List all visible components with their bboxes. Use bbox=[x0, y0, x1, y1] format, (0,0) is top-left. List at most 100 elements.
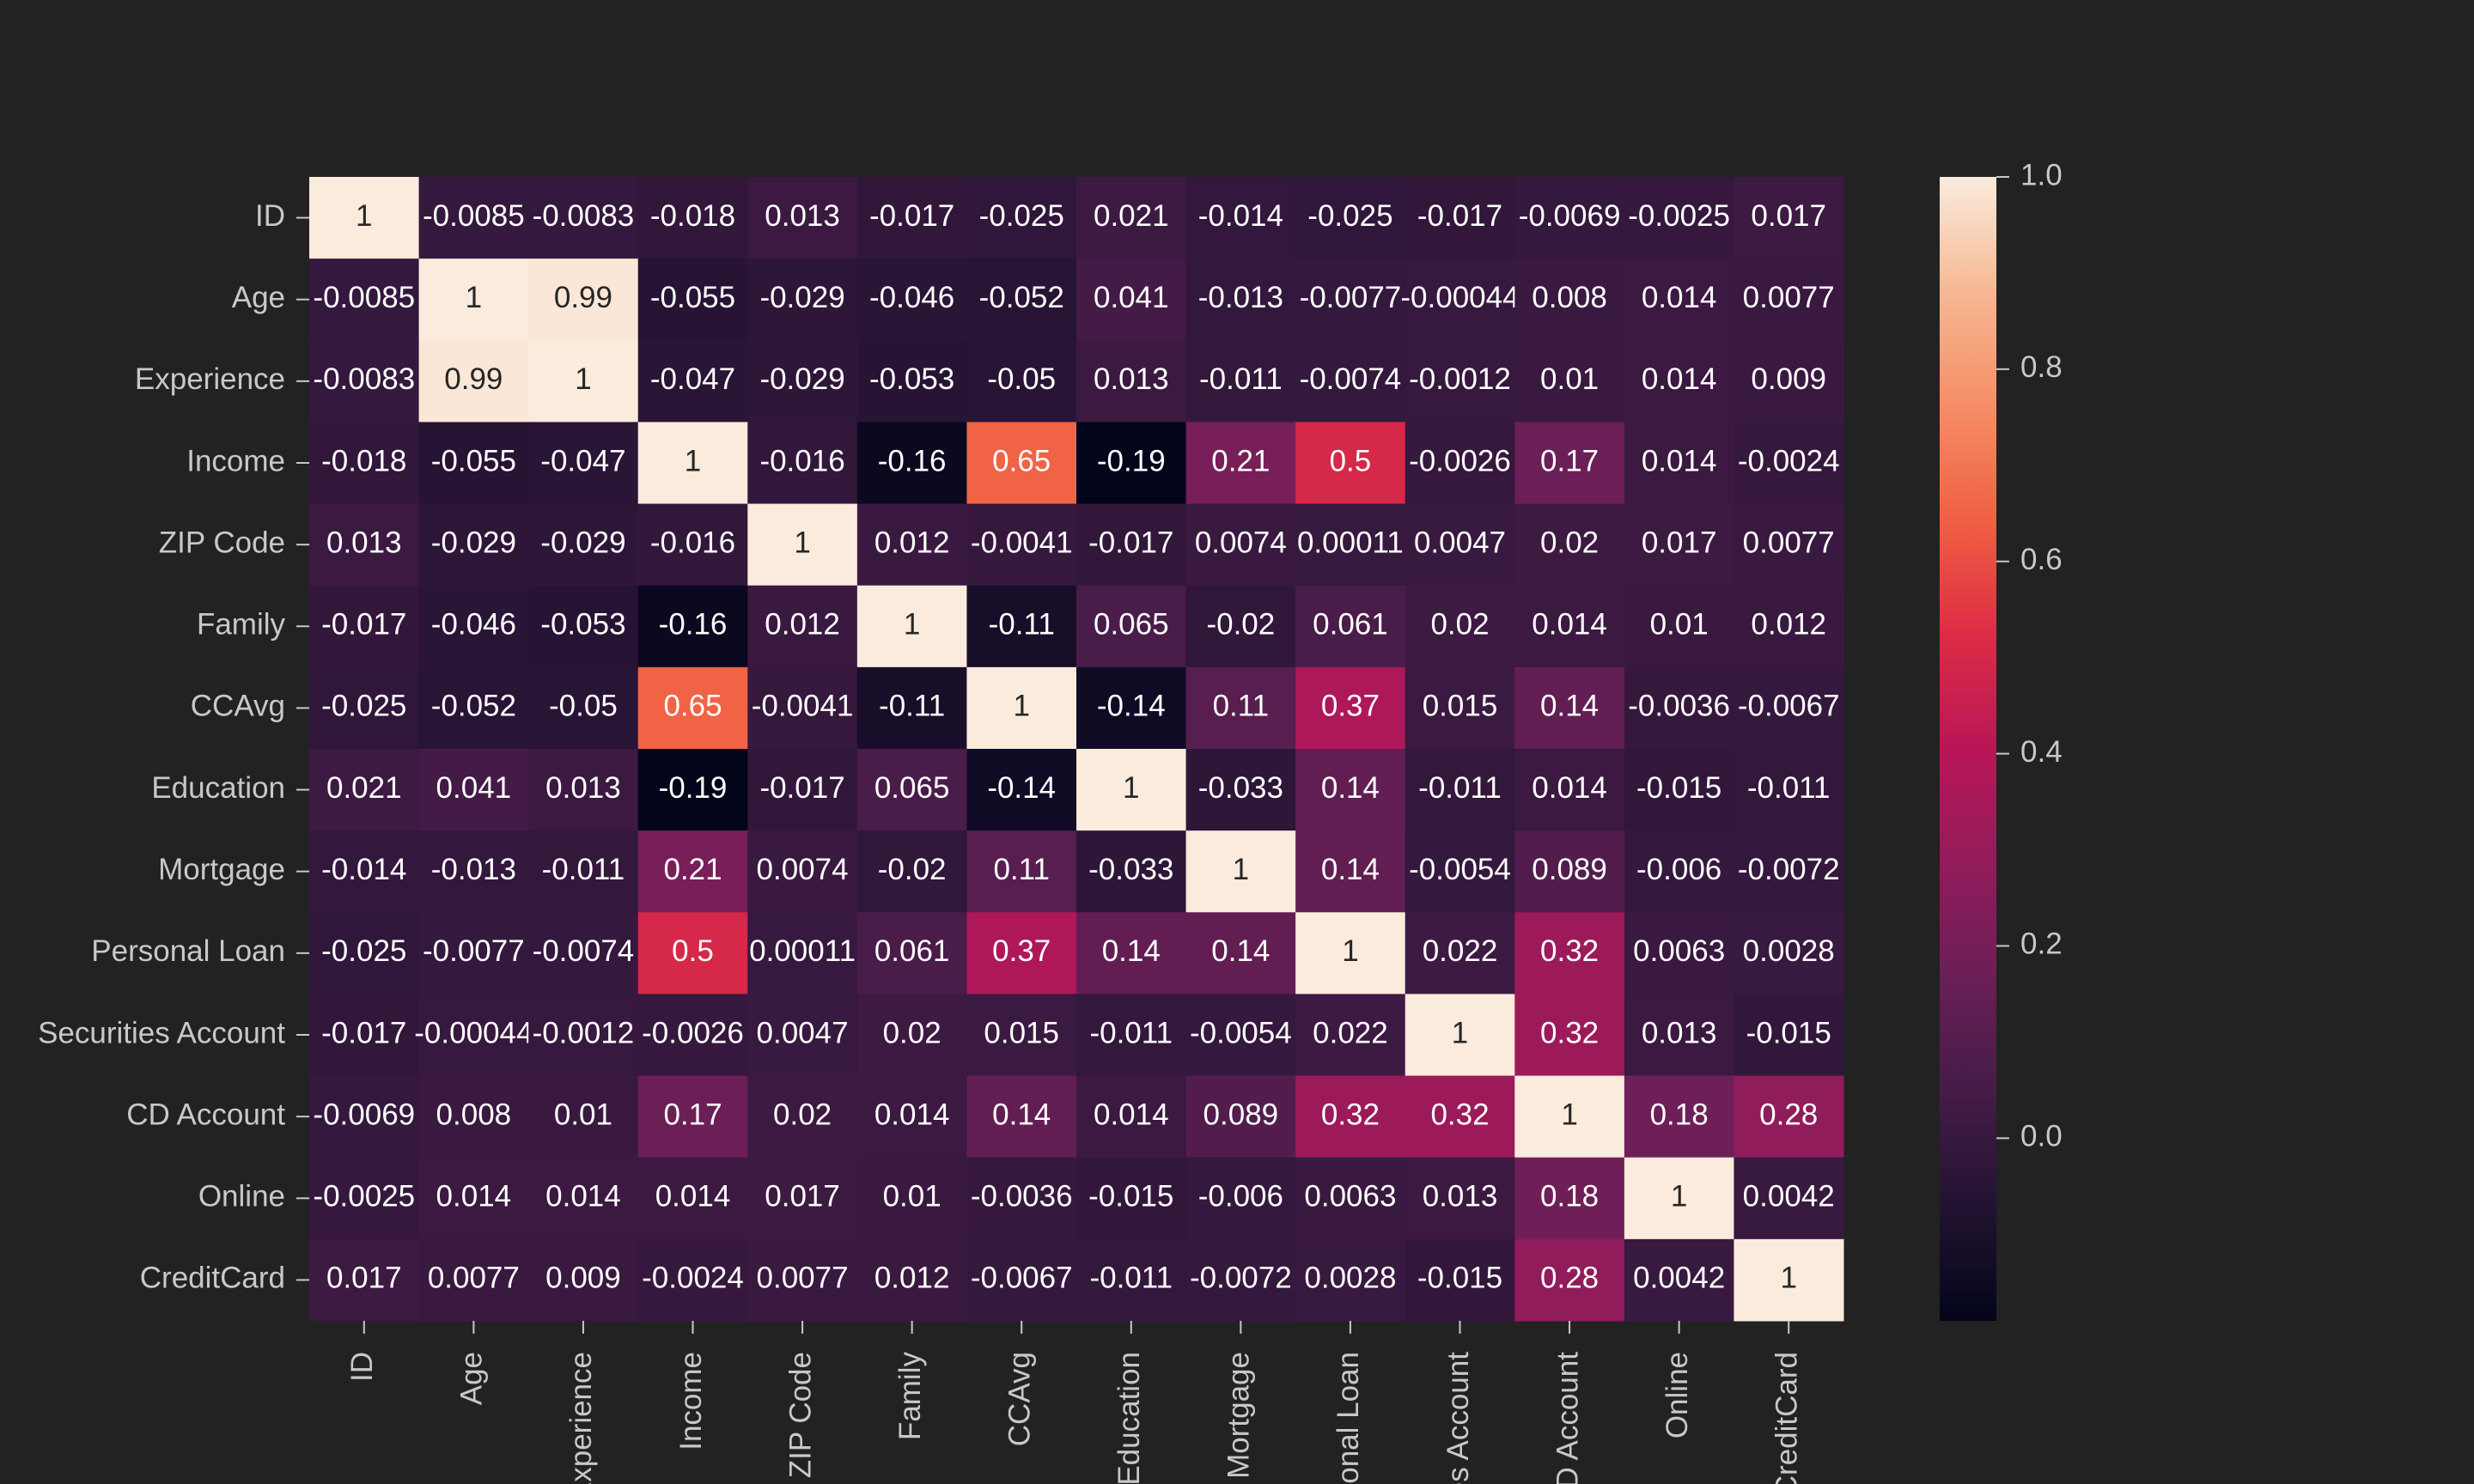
heatmap-cell bbox=[856, 1157, 967, 1240]
cell-label: 0.37 bbox=[1321, 690, 1380, 723]
heatmap-cell bbox=[1295, 830, 1406, 913]
cell-label: 0.0028 bbox=[1743, 934, 1835, 968]
cell-label: 0.11 bbox=[993, 853, 1050, 886]
heatmap-cell bbox=[637, 503, 748, 587]
cell-label: 0.089 bbox=[1203, 1098, 1279, 1131]
cell-label: 0.012 bbox=[874, 526, 950, 559]
colorbar-tick-label: 0.6 bbox=[2020, 543, 2063, 576]
cell-label: -0.011 bbox=[1089, 1016, 1173, 1049]
heatmap-cell bbox=[637, 912, 748, 994]
heatmap-cell bbox=[1185, 1157, 1296, 1240]
y-tick-label: CreditCard bbox=[140, 1262, 285, 1295]
heatmap-cell bbox=[528, 1075, 639, 1159]
heatmap-cell bbox=[1405, 749, 1515, 831]
heatmap-cell bbox=[856, 177, 967, 259]
heatmap-cell bbox=[528, 912, 639, 994]
heatmap-cell bbox=[1624, 749, 1734, 831]
heatmap-cell bbox=[1405, 830, 1515, 913]
cell-label: 0.14 bbox=[1540, 690, 1599, 723]
cell-label: 0.01 bbox=[1650, 608, 1709, 642]
cell-label: -0.033 bbox=[1088, 853, 1173, 886]
cell-label: -0.0072 bbox=[1738, 853, 1840, 886]
cell-label: -0.0085 bbox=[313, 281, 415, 314]
cell-label: -0.0036 bbox=[1628, 690, 1730, 723]
cell-label: 1 bbox=[1233, 853, 1249, 886]
heatmap-cell bbox=[1514, 994, 1625, 1077]
heatmap-cell bbox=[1405, 177, 1515, 259]
cell-label: 0.061 bbox=[1313, 608, 1388, 642]
heatmap-cell bbox=[528, 340, 639, 423]
y-tick-label: Family bbox=[197, 608, 286, 642]
x-tick-label: Income bbox=[674, 1352, 708, 1451]
heatmap-cell bbox=[309, 749, 420, 831]
heatmap-cell bbox=[856, 503, 967, 587]
cell-label: -0.05 bbox=[987, 362, 1056, 396]
heatmap-cell bbox=[1734, 1238, 1844, 1322]
cell-label: -0.16 bbox=[659, 608, 728, 642]
cell-label: 0.32 bbox=[1540, 934, 1599, 968]
heatmap-cell bbox=[1076, 830, 1187, 913]
heatmap-cell bbox=[1185, 912, 1296, 994]
heatmap-cell bbox=[309, 912, 420, 994]
heatmap-cell bbox=[1734, 422, 1844, 505]
heatmap-cell bbox=[1514, 340, 1625, 423]
cell-label: -0.018 bbox=[321, 444, 406, 477]
cell-label: 0.14 bbox=[1102, 934, 1161, 968]
cell-label: 0.013 bbox=[1094, 362, 1169, 396]
heatmap-cell bbox=[747, 258, 858, 341]
heatmap-cell bbox=[1076, 258, 1187, 341]
heatmap-cell bbox=[418, 666, 529, 750]
cell-label: -0.0072 bbox=[1190, 1262, 1292, 1295]
heatmap-cell bbox=[1624, 258, 1734, 341]
cell-label: 0.014 bbox=[655, 1180, 731, 1213]
cell-label: 0.017 bbox=[1751, 199, 1826, 233]
y-tick-label: Online bbox=[198, 1180, 285, 1213]
cell-label: 0.32 bbox=[1321, 1098, 1380, 1131]
heatmap-cell bbox=[418, 340, 529, 423]
cell-label: -0.029 bbox=[759, 281, 844, 314]
cell-label: -0.19 bbox=[659, 771, 728, 805]
heatmap-cell bbox=[1295, 749, 1406, 831]
cell-label: 0.0047 bbox=[1414, 526, 1506, 559]
cell-label: -0.025 bbox=[321, 934, 406, 968]
cell-label: 1 bbox=[466, 281, 482, 314]
cell-label: 0.5 bbox=[1330, 444, 1372, 477]
heatmap-cell bbox=[1734, 830, 1844, 913]
colorbar-tick-label: 1.0 bbox=[2020, 158, 2063, 192]
heatmap-cell bbox=[309, 994, 420, 1077]
heatmap-cell bbox=[528, 666, 639, 750]
cell-label: -0.015 bbox=[1417, 1262, 1502, 1295]
heatmap-cell bbox=[856, 912, 967, 994]
heatmap-cell bbox=[309, 503, 420, 587]
cell-label: 0.0042 bbox=[1633, 1262, 1725, 1295]
heatmap-cell bbox=[309, 1157, 420, 1240]
heatmap-cell bbox=[856, 994, 967, 1077]
cell-label: -0.017 bbox=[759, 771, 844, 805]
cell-label: -0.0012 bbox=[1409, 362, 1511, 396]
heatmap-cell bbox=[1624, 1157, 1734, 1240]
cell-label: -0.006 bbox=[1636, 853, 1721, 886]
colorbar-tick-label: 0.4 bbox=[2020, 735, 2063, 769]
cell-label: -0.053 bbox=[869, 362, 954, 396]
heatmap-cell bbox=[1076, 177, 1187, 259]
heatmap-cell bbox=[1185, 422, 1296, 505]
cell-label: 0.065 bbox=[1094, 608, 1169, 642]
heatmap-cell bbox=[309, 340, 420, 423]
x-tick-label: Online bbox=[1661, 1352, 1694, 1438]
cell-label: -0.0054 bbox=[1190, 1016, 1292, 1049]
x-tick-label: Education bbox=[1112, 1352, 1146, 1484]
cell-label: 0.014 bbox=[874, 1098, 950, 1131]
x-tick-label: ID bbox=[345, 1352, 379, 1382]
heatmap-cell bbox=[637, 749, 748, 831]
heatmap-cell bbox=[418, 258, 529, 341]
heatmap-cell bbox=[1405, 258, 1515, 341]
cell-label: 1 bbox=[685, 444, 701, 477]
y-tick-label: Experience bbox=[135, 362, 285, 396]
heatmap-cell bbox=[418, 1238, 529, 1322]
cell-label: -0.011 bbox=[542, 853, 625, 886]
cell-label: -0.017 bbox=[321, 1016, 406, 1049]
cell-label: -0.029 bbox=[431, 526, 516, 559]
cell-label: -0.052 bbox=[431, 690, 516, 723]
heatmap-cell bbox=[966, 340, 1077, 423]
heatmap-cell bbox=[856, 340, 967, 423]
